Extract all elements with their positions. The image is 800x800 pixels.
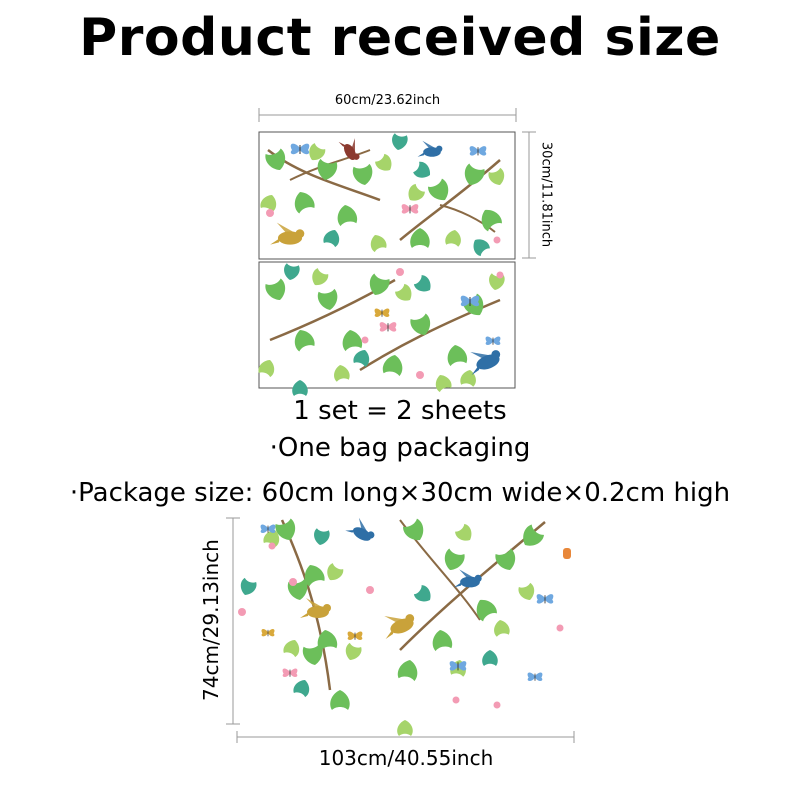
installed-height-dimension — [226, 517, 240, 725]
installed-width-label: 103cm/40.55inch — [318, 746, 494, 770]
packaging-info: ·One bag packaging — [269, 433, 531, 463]
package-size-info: ·Package size: 60cm long×30cm wide×0.2cm… — [69, 478, 731, 508]
sheet-width-dimension — [258, 108, 517, 122]
sheet-2 — [257, 261, 516, 396]
installed-decal — [237, 514, 571, 736]
installed-height-label: 74cm/29.13inch — [199, 539, 223, 701]
page-title: Product received size — [79, 8, 721, 68]
sheet-height-dimension — [522, 131, 536, 259]
sets-info: 1 set = 2 sheets — [293, 396, 507, 426]
sheet-1 — [258, 131, 516, 260]
sheet-width-label: 60cm/23.62inch — [334, 93, 441, 108]
sheet-height-label: 30cm/11.81inch — [538, 141, 554, 248]
installed-width-dimension — [236, 731, 575, 743]
